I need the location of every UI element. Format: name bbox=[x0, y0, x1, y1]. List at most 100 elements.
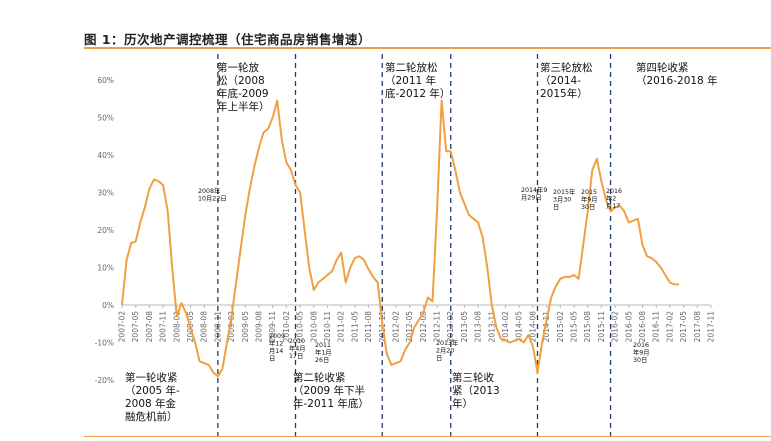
x-tick-label: 2013-08 bbox=[474, 311, 483, 343]
x-tick-label: 2013-11 bbox=[487, 311, 496, 343]
easing-period-label-line: 年底-2009 bbox=[217, 87, 269, 100]
easing-period-label-line: 第三轮放松 bbox=[540, 61, 593, 74]
easing-period-label-line: （2016-2018 年 bbox=[636, 74, 718, 87]
date-note-line: 2010 bbox=[289, 338, 305, 345]
date-note-line: 日 bbox=[436, 354, 442, 362]
x-tick-label: 2008-02 bbox=[172, 311, 181, 343]
date-note-line: 3月30 bbox=[553, 196, 571, 204]
bottom-rule bbox=[84, 436, 771, 437]
date-note-line: 年2 bbox=[606, 194, 616, 203]
tightening-period-label-line: 紧（2013 bbox=[452, 385, 500, 397]
x-tick-label: 2017-05 bbox=[679, 311, 688, 343]
y-tick-label: -10% bbox=[95, 339, 114, 348]
title-rule bbox=[84, 47, 771, 49]
date-note: 2014年9 月29日 bbox=[521, 185, 547, 202]
date-note-line: 2015年 bbox=[553, 187, 575, 196]
tightening-period-label-line: （2005 年- bbox=[125, 384, 180, 397]
date-note-line: 2008年 bbox=[198, 186, 220, 195]
easing-period-label-line: （2011 年 bbox=[385, 74, 436, 87]
x-tick-label: 2015-11 bbox=[597, 311, 606, 343]
date-note-line: 月29日 bbox=[521, 194, 542, 202]
x-tick-label: 2012-11 bbox=[433, 311, 442, 343]
series-line bbox=[121, 99, 679, 378]
date-note-line: 2月20 bbox=[436, 347, 454, 355]
easing-period-label: 第四轮收紧（2016-2018 年 bbox=[636, 61, 718, 87]
date-note-line: 2013年 bbox=[436, 338, 458, 347]
x-tick-label: 2007-02 bbox=[118, 311, 127, 343]
date-note-line: 2011 bbox=[315, 342, 331, 349]
date-note-line: 年9月 bbox=[581, 195, 598, 204]
x-tick-label: 2012-08 bbox=[419, 311, 428, 343]
tightening-period-label-line: 第一轮收紧 bbox=[125, 371, 178, 384]
easing-period-label-line: 第二轮放松 bbox=[385, 61, 438, 74]
x-tick-label: 2009-08 bbox=[254, 311, 263, 343]
date-note-line: 年1月 bbox=[315, 348, 332, 357]
x-tick-label: 2015-05 bbox=[570, 311, 579, 343]
x-tick-label: 2017-11 bbox=[707, 311, 716, 343]
date-note-line: 月17 bbox=[606, 202, 620, 210]
easing-period-label-line: 2015年） bbox=[540, 87, 588, 100]
date-note-line: 2009 bbox=[269, 333, 285, 340]
series-layer bbox=[121, 99, 679, 378]
date-note-line: 年9月 bbox=[633, 348, 650, 357]
date-note-line: 2015 bbox=[581, 189, 597, 196]
date-note: 2015 年9月 30日 bbox=[581, 189, 598, 211]
easing-period-label-line: 第四轮收紧 bbox=[636, 61, 689, 74]
x-tick-label: 2013-05 bbox=[460, 311, 469, 343]
easing-period-label: 第三轮放松（2014-2015年） bbox=[540, 61, 593, 100]
y-tick-label: 10% bbox=[97, 264, 114, 273]
x-tick-label: 2008-08 bbox=[200, 311, 209, 343]
date-note-line: 2014年9 bbox=[521, 185, 547, 194]
tightening-period-label-line: 第二轮收紧 bbox=[293, 371, 346, 384]
x-tick-label: 2015-08 bbox=[583, 311, 592, 343]
easing-period-label-line: 松（2008 bbox=[217, 74, 265, 87]
x-tick-label: 2009-02 bbox=[227, 311, 236, 343]
date-note: 2011 年1月 26日 bbox=[315, 342, 332, 364]
easing-period-label-line: （2014- bbox=[540, 75, 581, 87]
x-tick-label: 2010-11 bbox=[323, 311, 332, 343]
date-note-line: 月14 bbox=[269, 347, 283, 355]
figure-title: 图 1：历次地产调控梳理（住宅商品房销售增速） bbox=[84, 32, 372, 47]
date-note: 2008年 10月22日 bbox=[198, 186, 227, 203]
x-tick-label: 2016-11 bbox=[652, 311, 661, 343]
x-tick-label: 2009-11 bbox=[268, 311, 277, 343]
x-tick-label: 2007-05 bbox=[131, 311, 140, 343]
y-tick-label: 0% bbox=[102, 301, 114, 310]
tightening-period-label-line: 年） bbox=[452, 397, 473, 410]
date-note-line: 2016 bbox=[606, 188, 622, 195]
easing-period-label-line: 第一轮放 bbox=[217, 61, 259, 74]
x-tick-label: 2007-08 bbox=[145, 311, 154, 343]
x-tick-label: 2014-08 bbox=[528, 311, 537, 343]
date-note-line: 年12 bbox=[269, 339, 283, 348]
x-tick-label: 2011-08 bbox=[364, 311, 373, 343]
tightening-period-label: 第二轮收紧（2009 年下半年-2011 年底） bbox=[293, 371, 369, 410]
easing-period-label: 第二轮放松（2011 年底-2012 年） bbox=[385, 61, 450, 100]
x-tick-label: 2010-08 bbox=[309, 311, 318, 343]
x-tick-label: 2014-11 bbox=[542, 311, 551, 343]
date-note: 2015年 3月30 日 bbox=[553, 187, 575, 211]
x-tick-label: 2010-02 bbox=[282, 311, 291, 343]
x-tick-label: 2014-05 bbox=[515, 311, 524, 343]
tightening-period-label-line: （2009 年下半 bbox=[293, 384, 365, 397]
date-note-line: 10月22日 bbox=[198, 195, 227, 203]
x-tick-label: 2017-08 bbox=[693, 311, 702, 343]
date-note: 2013年 2月20 日 bbox=[436, 338, 458, 362]
tightening-period-label: 第三轮收紧（2013 年） bbox=[452, 371, 500, 410]
date-note-line: 30日 bbox=[633, 356, 647, 364]
y-tick-label: 50% bbox=[97, 114, 114, 123]
tightening-period-label-line: 融危机前） bbox=[125, 410, 178, 423]
date-note: 2016 年9月 30日 bbox=[633, 342, 650, 364]
tightening-period-label-line: 年-2011 年底） bbox=[293, 397, 369, 410]
date-note: 2010 年4月 17日 bbox=[289, 338, 306, 360]
x-tick-label: 2007-11 bbox=[159, 311, 168, 343]
date-note-line: 2016 bbox=[633, 342, 649, 349]
chart-axes: -20% -10% 0% 10% 20% 30% 40% 50% 60% 2007-02 2007-… bbox=[95, 76, 716, 385]
y-tick-label: 40% bbox=[97, 151, 114, 160]
x-tick-label: 2016-08 bbox=[638, 311, 647, 343]
tightening-period-label-line: 2008 年金 bbox=[125, 397, 177, 410]
date-note-line: 日 bbox=[269, 355, 275, 363]
x-tick-label: 2014-02 bbox=[501, 311, 510, 343]
x-tick-label: 2012-05 bbox=[405, 311, 414, 343]
x-tick-label: 2012-02 bbox=[391, 311, 400, 343]
